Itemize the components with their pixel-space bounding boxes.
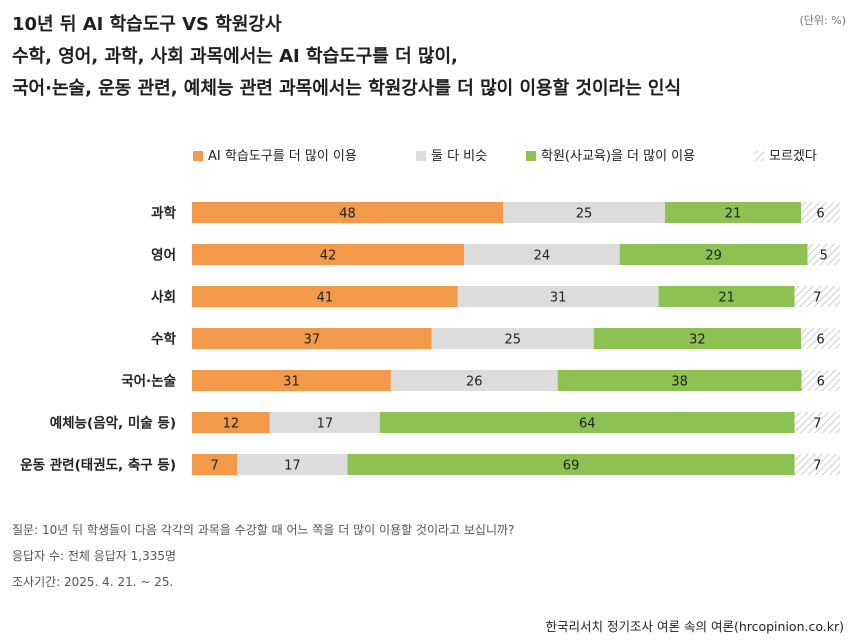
bar-segment [658,286,795,307]
legend-label: 학원(사교육)을 더 많이 이용 [541,149,695,164]
bar-segment [801,370,840,391]
data-label: 6 [816,207,824,222]
data-label: 5 [820,249,828,264]
legend-swatch [416,151,426,161]
bar-segment [347,454,795,475]
data-label: 42 [320,249,337,264]
chart-title: 10년 뒤 AI 학습도구 VS 학원강사 [12,14,282,35]
bar-segment [237,454,348,475]
bar-segment [457,286,659,307]
chart-subtitle-line-1: 수학, 영어, 과학, 사회 과목에서는 AI 학습도구를 더 많이, [12,46,458,67]
survey-question: 질문: 10년 뒤 학생들이 다음 각각의 과목을 수강할 때 어느 쪽을 더 … [12,523,515,537]
data-label: 29 [705,249,722,264]
bar-row: 사회 41 31 21 7 [151,286,840,307]
category-label: 과학 [151,206,176,222]
data-label: 31 [550,291,567,306]
bar-segment [192,286,458,307]
category-label: 예체능(음악, 미술 등) [50,415,176,432]
data-label: 41 [317,291,334,306]
data-label: 31 [283,375,300,390]
bar-segment [269,412,380,433]
category-label: 국어·논술 [121,373,176,390]
data-label: 21 [718,291,735,306]
bar-segment [192,370,391,391]
bar-segment [431,328,594,349]
legend-item: 모르겠다 [754,149,817,164]
data-label: 38 [671,375,688,390]
data-label: 12 [223,417,240,432]
data-label: 7 [211,459,219,474]
bar-segment [665,202,802,223]
bar-segment [801,328,840,349]
data-label: 17 [284,459,301,474]
legend-item: 학원(사교육)을 더 많이 이용 [526,149,695,164]
bar-segment [794,412,840,433]
legend-swatch [754,151,764,161]
bar-segment [379,412,795,433]
bar-row: 예체능(음악, 미술 등) 12 17 64 7 [50,412,840,433]
bar-segment [192,202,504,223]
bar-segment [503,202,666,223]
bar-segment [192,244,465,265]
bar-segment [192,328,432,349]
bar-segment [794,286,840,307]
data-label: 69 [563,459,580,474]
legend-label: 모르겠다 [769,149,817,164]
bar-segment [390,370,558,391]
category-label: 사회 [151,290,176,306]
survey-period: 조사기간: 2025. 4. 21. ~ 25. [12,575,174,589]
data-label: 24 [534,249,551,264]
legend-label: AI 학습도구를 더 많이 이용 [208,149,357,164]
legend-item: 둘 다 비슷 [416,149,487,164]
data-label: 6 [816,333,824,348]
bar-row: 수학 37 25 32 6 [151,328,840,349]
bar-segment [464,244,620,265]
bar-segment [807,244,840,265]
data-label: 26 [466,375,483,390]
bar-segment [192,454,238,475]
bar-row: 영어 42 24 29 5 [151,244,840,265]
category-label: 운동 관련(태권도, 축구 등) [20,457,176,474]
data-label: 17 [317,417,334,432]
legend-label: 둘 다 비슷 [431,149,487,164]
data-label: 25 [504,333,521,348]
bar-row: 국어·논술 31 26 38 6 [121,370,840,391]
legend-item: AI 학습도구를 더 많이 이용 [193,149,357,164]
data-label: 7 [813,291,821,306]
stacked-bar-chart: AI 학습도구를 더 많이 이용 둘 다 비슷 학원(사교육)을 더 많이 이용 모르… [20,149,840,475]
data-label: 48 [339,207,356,222]
bar-segment [801,202,840,223]
bar-row: 운동 관련(태권도, 축구 등) 7 17 69 7 [20,454,840,475]
data-label: 25 [576,207,593,222]
data-label: 37 [304,333,321,348]
data-label: 6 [817,375,825,390]
bars: 과학 48 25 21 6영어 42 24 29 5사회 41 31 21 7수학 37 25 32 6국어·논… [20,202,840,475]
data-label: 7 [813,459,821,474]
source-credit: 한국리서치 정기조사 여론 속의 여론(hrcopinion.co.kr) [545,619,844,634]
category-label: 수학 [151,332,176,348]
bar-segment [557,370,802,391]
chart-subtitle-line-2: 국어·논술, 운동 관련, 예체능 관련 과목에서는 학원강사를 더 많이 이용… [12,78,682,99]
bar-segment [619,244,808,265]
legend-swatch [526,151,536,161]
bar-segment [192,412,270,433]
respondent-count: 응답자 수: 전체 응답자 1,335명 [12,549,177,563]
data-label: 21 [725,207,742,222]
unit-label: (단위: %) [799,14,846,27]
data-label: 7 [813,417,821,432]
category-label: 영어 [151,247,176,264]
data-label: 32 [689,333,706,348]
bar-row: 과학 48 25 21 6 [151,202,840,223]
bar-segment [593,328,802,349]
bar-segment [794,454,840,475]
legend: AI 학습도구를 더 많이 이용 둘 다 비슷 학원(사교육)을 더 많이 이용 모르… [193,149,817,164]
data-label: 64 [579,417,596,432]
legend-swatch [193,151,203,161]
